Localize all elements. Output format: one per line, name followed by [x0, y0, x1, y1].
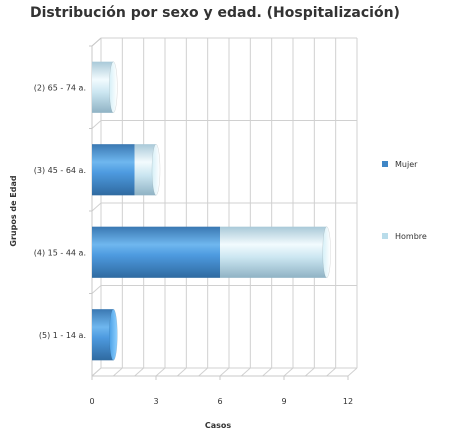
bar-mujer [92, 309, 114, 361]
legend-label-mujer: Mujer [395, 160, 418, 169]
gridline-side [91, 367, 102, 377]
legend-swatch-hombre [382, 233, 388, 239]
legend-swatch-mujer [382, 161, 388, 167]
bar-hombre [92, 61, 114, 113]
gridline-floor [219, 367, 230, 377]
gridline-floor [262, 367, 272, 377]
gridline-side [91, 285, 102, 294]
gridline-floor [305, 367, 315, 377]
x-tick-label: 6 [217, 397, 222, 406]
axis-corner [91, 37, 102, 47]
bars [92, 61, 331, 361]
x-tick-label: 12 [343, 397, 353, 406]
gridline-floor [134, 367, 144, 377]
y-tick-label: (4) 15 - 44 a. [34, 248, 86, 257]
bar-end-cap [151, 143, 161, 196]
x-tick-label: 9 [281, 397, 286, 406]
gridline-floor [347, 367, 358, 377]
bar-hombre [220, 226, 327, 278]
y-tick-label: (3) 45 - 64 a. [34, 166, 86, 175]
grid [91, 37, 358, 377]
y-tick-label: (2) 65 - 74 a. [34, 83, 86, 92]
bar-hombre [134, 144, 156, 196]
gridline-floor [283, 367, 294, 377]
gridline-floor [113, 367, 123, 377]
gridline-floor [326, 367, 336, 377]
x-tick-label: 3 [153, 397, 158, 406]
y-axis-title: Grupos de Edad [9, 175, 18, 247]
gridline-floor [241, 367, 251, 377]
gridline-side [91, 120, 102, 129]
axis-labels: (2) 65 - 74 a. (3) 45 - 64 a. (4) 15 - 44 … [9, 45, 353, 430]
chart-title: Distribución por sexo y edad. (Hospitali… [30, 5, 400, 21]
gridline-floor [177, 367, 187, 377]
gridline-side [91, 202, 102, 212]
x-axis-title: Casos [205, 421, 232, 430]
legend: Mujer Hombre [382, 160, 427, 241]
bar-end-cap [109, 61, 118, 114]
bar-end-cap [322, 226, 331, 279]
gridline-floor [155, 367, 166, 377]
bar-mujer [92, 144, 135, 196]
bar-end-cap [109, 308, 118, 361]
legend-label-hombre: Hombre [395, 232, 427, 241]
x-tick-label: 0 [89, 397, 94, 406]
bar-mujer [92, 226, 220, 278]
gridline-floor [198, 367, 208, 377]
y-tick-label: (5) 1 - 14 a. [39, 331, 86, 340]
